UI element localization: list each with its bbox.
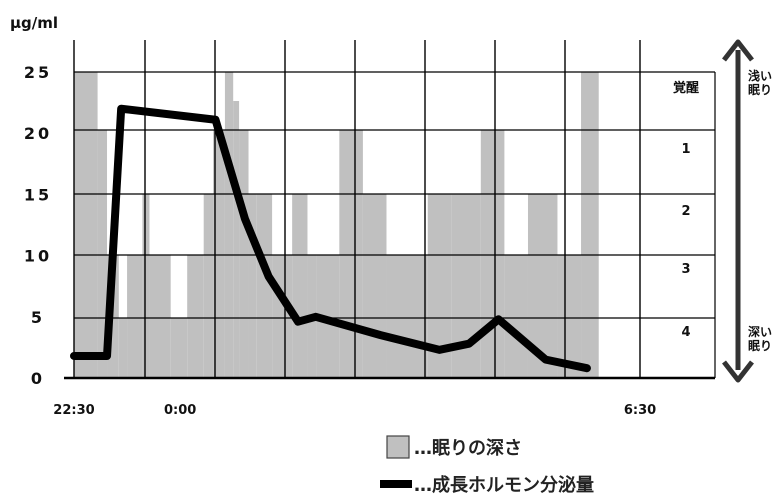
arrow-down-icon <box>722 360 754 383</box>
arrow-up-icon <box>722 39 754 62</box>
sleep-depth-bar <box>480 130 505 378</box>
sleep-depth-bar <box>256 194 273 378</box>
sleep-depth-bar <box>233 101 240 378</box>
y-tick-label: 0 <box>31 369 45 388</box>
sleep-depth-bar <box>118 318 128 378</box>
deep-sleep-label-line2: 眠り <box>748 339 772 353</box>
sleep-depth-bar <box>581 72 599 378</box>
sleep-level-label: 2 <box>681 204 690 219</box>
legend-label-growth-hormone: …成長ホルモン分泌量 <box>414 474 594 496</box>
x-tick-label: 0:00 <box>164 403 196 418</box>
shallow-sleep-label-line1: 浅い <box>748 68 772 83</box>
x-tick-label: 22:30 <box>53 403 94 418</box>
sleep-depth-bar <box>427 194 452 378</box>
y-tick-label: 15 <box>24 185 52 204</box>
sleep-level-label: 3 <box>681 262 690 277</box>
legend-label-sleep-depth: …眠りの深さ <box>414 437 522 459</box>
y-tick-label: 25 <box>24 63 52 82</box>
y-tick-label: 10 <box>24 247 52 266</box>
sleep-depth-bar <box>292 194 308 378</box>
sleep-depth-bar <box>239 130 249 378</box>
sleep-depth-bar <box>557 255 582 378</box>
sleep-level-label: 4 <box>681 325 690 340</box>
legend-swatch-box <box>386 435 410 459</box>
sleep-depth-bar <box>362 194 387 378</box>
y-unit-label: μg/ml <box>10 14 58 32</box>
sleep-depth-bar <box>213 130 225 378</box>
sleep-level-label: 覚醒 <box>672 80 699 96</box>
sleep-depth-bar <box>504 255 528 378</box>
sleep-depth-bar <box>339 130 363 378</box>
growth-hormone-line <box>70 104 591 373</box>
sleep-depth-bar <box>127 255 143 378</box>
sleep-depth-bar <box>97 130 108 378</box>
sleep-depth-bar <box>248 194 257 378</box>
y-tick-label: 20 <box>24 124 52 143</box>
shallow-sleep-label-line2: 眠り <box>748 83 772 97</box>
sleep-depth-bar <box>142 194 150 378</box>
sleep-depth-bar <box>272 255 293 378</box>
sleep-depth-bar <box>187 255 204 378</box>
y-tick-label: 5 <box>31 308 45 327</box>
sleep-depth-bar <box>149 255 171 378</box>
sleep-depth-bar <box>74 72 98 378</box>
sleep-depth-bar <box>170 318 188 378</box>
x-tick-label: 6:30 <box>624 403 656 418</box>
deep-sleep-label-line1: 深い <box>748 324 772 339</box>
sleep-depth-bar <box>224 72 234 378</box>
sleep-depth-bar <box>386 255 428 378</box>
sleep-depth-bar <box>203 194 214 378</box>
sleep-level-label: 1 <box>681 142 690 157</box>
